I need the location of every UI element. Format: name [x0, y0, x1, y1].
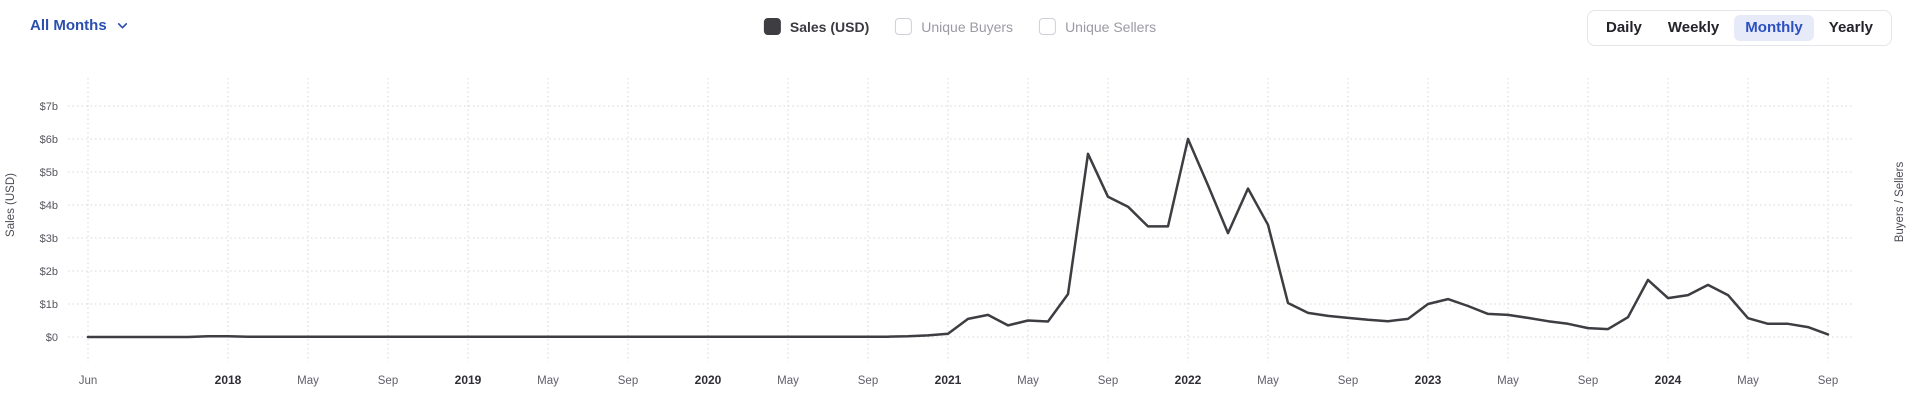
- y-axis-tick-label: $1b: [40, 299, 58, 311]
- legend-toggle-sales-usd[interactable]: Sales (USD): [763, 18, 870, 35]
- x-axis-tick-label: Sep: [1338, 375, 1358, 387]
- y-axis-tick-label: $7b: [40, 101, 58, 113]
- y-axis-tick-label: $0: [46, 332, 58, 344]
- x-axis-tick-label: May: [297, 375, 319, 387]
- x-axis-tick-label: 2021: [935, 373, 962, 387]
- x-axis-tick-label: May: [1257, 375, 1279, 387]
- all-months-label: All Months: [30, 17, 107, 34]
- y-axis-tick-label: $3b: [40, 233, 58, 245]
- legend-toggle-unique-sellers[interactable]: Unique Sellers: [1039, 18, 1156, 35]
- sales-usd-checkbox[interactable]: [763, 18, 781, 35]
- right-axis-title: Buyers / Sellers: [1894, 161, 1906, 242]
- y-axis-tick-label: $6b: [40, 134, 58, 146]
- chevron-down-icon: [117, 23, 127, 29]
- x-axis-tick-label: 2022: [1175, 373, 1202, 387]
- sales-line-series[interactable]: [86, 137, 1830, 339]
- x-axis-tick-label: 2024: [1655, 373, 1682, 387]
- monthly-button[interactable]: Monthly: [1734, 14, 1814, 42]
- legend-toggle-unique-buyers[interactable]: Unique Buyers: [895, 18, 1013, 35]
- x-axis-tick-label: May: [1737, 375, 1759, 387]
- left-axis-title: Sales (USD): [5, 173, 17, 237]
- chart-header: All Months Sales (USD) Unique Buyers Uni…: [0, 0, 1920, 56]
- x-axis-tick-label: Jun: [79, 375, 98, 387]
- unique-buyers-legend-label: Unique Buyers: [921, 18, 1014, 35]
- x-axis-tick-label: Sep: [1818, 375, 1838, 387]
- unique-buyers-checkbox[interactable]: [895, 18, 913, 35]
- plot-area: $0 $1b $2b $3b $4b $5b $6b $7b Jun 2018 May Sep 2019…: [40, 78, 1852, 387]
- weekly-button[interactable]: Weekly: [1657, 15, 1730, 42]
- x-axis-tick-label: May: [1017, 375, 1039, 387]
- x-axis-tick-label: Sep: [378, 375, 398, 387]
- y-axis-tick-label: $2b: [40, 266, 58, 278]
- all-months-dropdown[interactable]: All Months: [30, 17, 129, 34]
- x-axis-tick-label: Sep: [618, 375, 638, 387]
- sales-usd-legend-label: Sales (USD): [789, 18, 870, 35]
- x-axis-tick-label: Sep: [858, 375, 878, 387]
- interval-button-group: Daily Weekly Monthly Yearly: [1586, 10, 1892, 46]
- daily-button[interactable]: Daily: [1595, 15, 1653, 42]
- x-axis-tick-label: 2019: [455, 373, 482, 387]
- unique-sellers-legend-label: Unique Sellers: [1065, 18, 1157, 35]
- y-axis-tick-label: $5b: [40, 167, 58, 179]
- x-axis-tick-label: 2023: [1415, 373, 1442, 387]
- x-axis-tick-label: 2020: [695, 373, 722, 387]
- x-axis-tick-label: Sep: [1098, 375, 1118, 387]
- x-axis-tick-label: May: [777, 375, 799, 387]
- yearly-button[interactable]: Yearly: [1818, 15, 1884, 42]
- x-axis-tick-label: Sep: [1578, 375, 1598, 387]
- series-legend: Sales (USD) Unique Buyers Unique Sellers: [763, 18, 1156, 35]
- unique-sellers-checkbox[interactable]: [1039, 18, 1057, 35]
- x-axis-tick-label: 2018: [215, 373, 242, 387]
- x-axis-tick-label: May: [537, 375, 559, 387]
- y-axis-tick-label: $4b: [40, 200, 58, 212]
- x-axis-tick-label: May: [1497, 375, 1519, 387]
